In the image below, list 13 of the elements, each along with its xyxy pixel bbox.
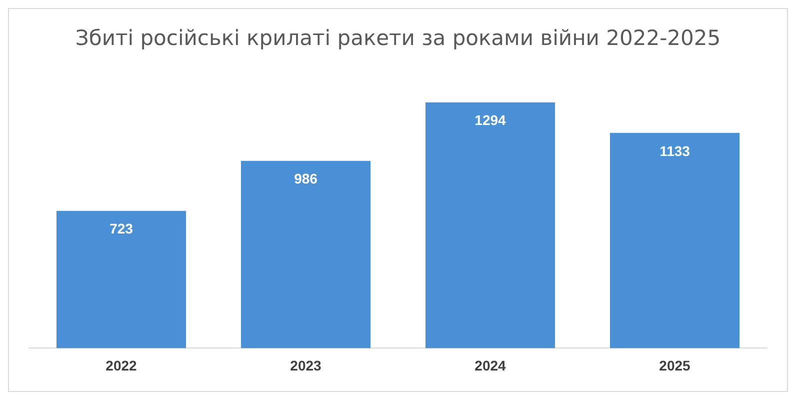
data-label: 986	[294, 170, 318, 187]
chart-title: Збиті російські крилаті ракети за роками війни 2022-2025	[75, 26, 721, 50]
bar	[425, 102, 556, 348]
bar	[240, 160, 371, 348]
x-tick-label: 2024	[474, 357, 506, 374]
data-label: 723	[110, 220, 134, 237]
bar	[610, 132, 740, 348]
data-label: 1294	[474, 112, 506, 128]
data-label: 1133	[660, 142, 690, 159]
x-tick-label: 2023	[290, 357, 322, 374]
x-tick-label: 2025	[659, 357, 691, 374]
x-tick-label: 2022	[106, 357, 138, 374]
bar	[56, 210, 186, 348]
